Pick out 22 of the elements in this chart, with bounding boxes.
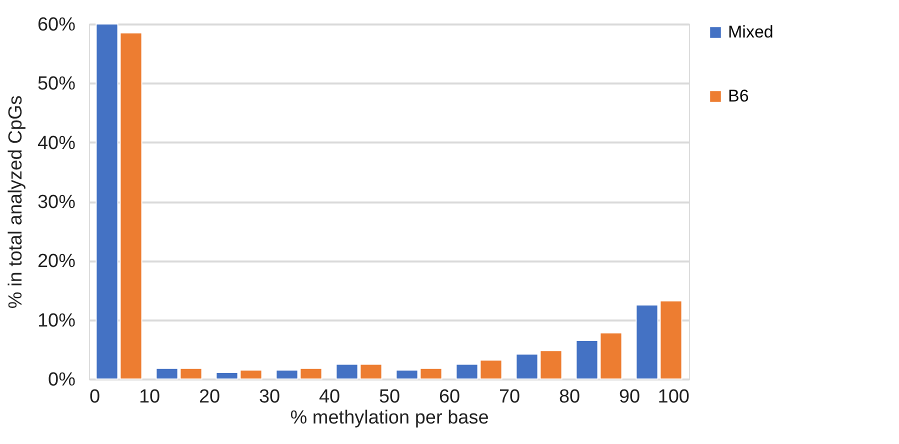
y-tick-label: 50% <box>37 74 76 95</box>
x-tick-label: 40 <box>318 386 340 408</box>
y-tick-label: 0% <box>48 370 76 390</box>
x-tick-label: 20 <box>198 386 220 408</box>
x-tick-label: 80 <box>558 386 580 408</box>
y-tick-label: 20% <box>37 251 76 272</box>
y-tick-label: 30% <box>37 192 76 213</box>
x-tick-label: 70 <box>498 386 520 408</box>
x-tick-label: 90 <box>618 386 640 408</box>
y-tick-label: 40% <box>37 132 76 154</box>
y-tick-label: 60% <box>37 14 76 36</box>
x-tick-label: 100 <box>658 386 690 408</box>
legend-label: Mixed <box>728 22 774 42</box>
x-tick-label: 30 <box>258 386 280 408</box>
y-tick-label: 10% <box>37 310 76 332</box>
x-tick-label: 0 <box>90 386 100 408</box>
legend-label: B6 <box>728 86 749 106</box>
x-axis-title: % methylation per base <box>290 408 489 428</box>
x-tick-label: 50 <box>378 386 400 408</box>
y-axis-title: % in total analyzed CpGs <box>5 95 26 309</box>
x-tick-label: 60 <box>438 386 460 408</box>
x-tick-label: 10 <box>138 386 160 408</box>
